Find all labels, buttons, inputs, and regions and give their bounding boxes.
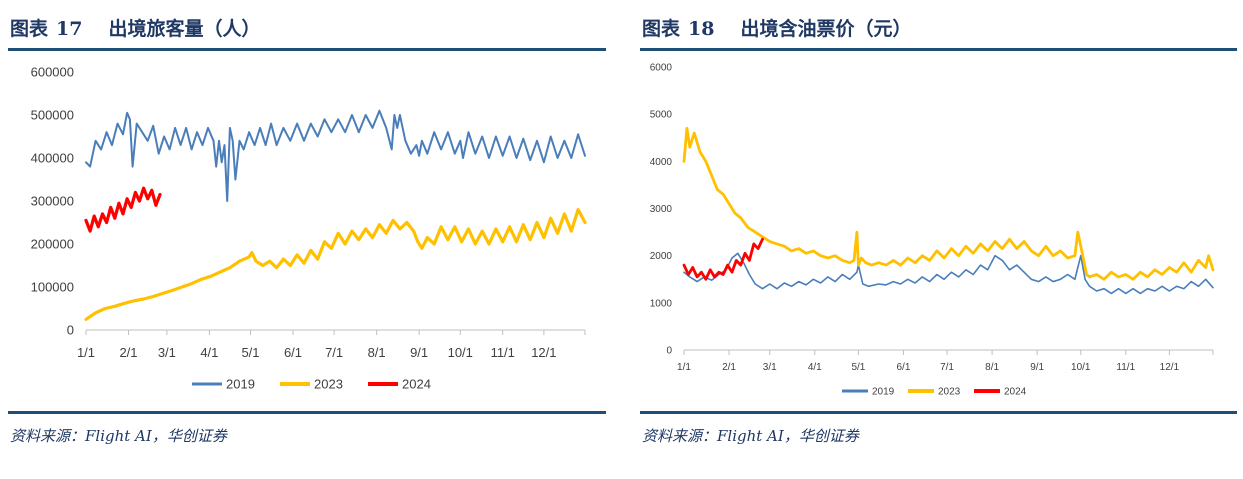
x-tick-label: 6/1 xyxy=(896,362,910,373)
legend-label-2024: 2024 xyxy=(1004,387,1027,398)
x-tick-label: 4/1 xyxy=(808,362,822,373)
x-tick-label: 11/1 xyxy=(491,345,515,360)
x-tick-label: 6/1 xyxy=(284,345,302,360)
x-tick-label: 10/1 xyxy=(1071,362,1091,373)
figure-title: 图表 18 出境含油票价（元） xyxy=(642,14,911,44)
legend-label-2024: 2024 xyxy=(402,377,431,392)
y-tick-label: 300000 xyxy=(31,194,74,209)
source-note: 资料来源：Flight AI，华创证券 xyxy=(10,427,227,445)
y-tick-label: 4000 xyxy=(650,157,673,168)
source-note: 资料来源：Flight AI，华创证券 xyxy=(642,427,859,445)
y-tick-label: 1000 xyxy=(650,298,673,309)
x-tick-label: 7/1 xyxy=(940,362,954,373)
y-tick-label: 200000 xyxy=(31,237,74,252)
series-line-2019 xyxy=(683,252,1214,295)
chart-title: 出境含油票价（元） xyxy=(740,18,912,40)
x-tick-label: 3/1 xyxy=(158,345,176,360)
fare-line-chart: 0 1000 2000 3000 4000 5000 6000 1/1 2/1 3/1 4/1 5/1… xyxy=(650,63,1215,398)
series-line-2023 xyxy=(84,208,587,321)
legend-label-2019: 2019 xyxy=(226,377,255,392)
x-tick-label: 11/1 xyxy=(1116,362,1135,373)
source-divider xyxy=(8,411,606,414)
y-tick-label: 600000 xyxy=(31,65,74,80)
x-tick-label: 2/1 xyxy=(119,345,137,360)
y-tick-label: 0 xyxy=(666,346,672,357)
series-line-2024 xyxy=(682,237,764,281)
chart-title: 出境旅客量（人） xyxy=(108,18,261,40)
passenger-line-chart: 0 100000 200000 300000 400000 500000 600000 1/1… xyxy=(31,65,587,392)
title-divider xyxy=(640,48,1237,51)
x-tick-label: 8/1 xyxy=(368,345,386,360)
title-divider xyxy=(8,48,606,51)
x-tick-label: 12/1 xyxy=(1160,362,1180,373)
figure-number: 18 xyxy=(688,18,715,40)
x-tick-label: 9/1 xyxy=(1030,362,1044,373)
y-tick-label: 3000 xyxy=(650,204,673,215)
series-line-2023 xyxy=(682,126,1215,281)
x-tick-label: 8/1 xyxy=(985,362,999,373)
x-tick-label: 12/1 xyxy=(531,345,556,360)
x-tick-label: 1/1 xyxy=(677,362,691,373)
x-tick-label: 1/1 xyxy=(77,345,95,360)
series-line-2019 xyxy=(85,109,586,202)
figure-label: 图表 xyxy=(642,18,681,40)
x-tick-label: 5/1 xyxy=(241,345,259,360)
x-tick-label: 10/1 xyxy=(448,345,473,360)
x-tick-label: 4/1 xyxy=(200,345,218,360)
legend-label-2019: 2019 xyxy=(872,387,895,398)
x-tick-label: 9/1 xyxy=(410,345,428,360)
figure-title: 图表 17 出境旅客量（人） xyxy=(10,14,260,44)
source-divider xyxy=(640,411,1237,414)
y-tick-label: 5000 xyxy=(650,110,673,121)
y-tick-label: 0 xyxy=(67,323,74,338)
x-tick-label: 3/1 xyxy=(763,362,777,373)
y-tick-label: 500000 xyxy=(31,108,74,123)
figure-label: 图表 xyxy=(10,18,49,40)
x-tick-label: 2/1 xyxy=(722,362,736,373)
y-tick-label: 2000 xyxy=(650,251,673,262)
x-tick-label: 7/1 xyxy=(325,345,343,360)
legend-label-2023: 2023 xyxy=(938,387,961,398)
series-line-2024 xyxy=(84,186,162,233)
y-tick-label: 100000 xyxy=(31,280,74,295)
y-tick-label: 6000 xyxy=(650,63,673,74)
x-tick-label: 5/1 xyxy=(851,362,865,373)
figure-number: 17 xyxy=(56,18,83,40)
y-tick-label: 400000 xyxy=(31,151,74,166)
legend-label-2023: 2023 xyxy=(314,377,343,392)
